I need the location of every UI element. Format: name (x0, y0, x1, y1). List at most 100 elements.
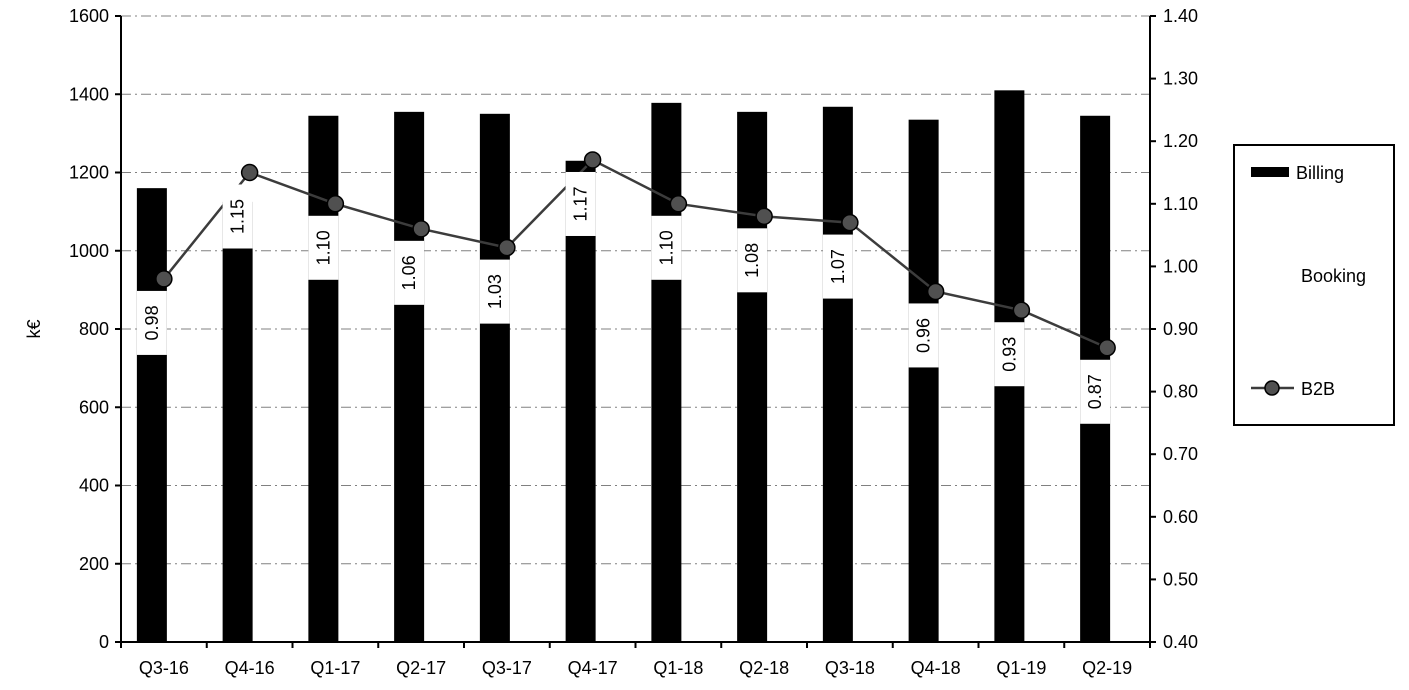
marker-b2b-Q3-16 (155, 270, 173, 288)
marker-b2b-Q1-19 (1012, 301, 1031, 319)
marker-b2b-Q4-17 (583, 151, 602, 169)
x-tick-label-Q2-19: Q2-19 (1082, 658, 1132, 678)
legend-label-booking: Booking (1301, 266, 1366, 286)
data-label-text: 0.96 (914, 318, 934, 353)
data-label-box (1080, 359, 1111, 424)
marker-b2b-Q4-18 (926, 282, 945, 301)
data-label-text: 1.07 (828, 249, 848, 284)
data-label-Q4-16: 1.15 (222, 184, 253, 249)
data-label-text: 1.08 (742, 243, 762, 278)
y2-tick-label: 0.80 (1163, 382, 1198, 402)
y2-tick-label: 0.90 (1163, 319, 1198, 339)
data-label-Q1-18: 1.10 (651, 215, 682, 280)
data-label-box (136, 290, 167, 355)
data-label-text: 0.98 (142, 305, 162, 340)
x-tick-label-Q4-16: Q4-16 (225, 658, 275, 678)
y-tick-label: 1400 (69, 84, 109, 104)
bar-billing-Q3-17 (479, 113, 510, 642)
x-tick-label-Q1-19: Q1-19 (996, 658, 1046, 678)
x-tick-label-Q4-17: Q4-17 (568, 658, 618, 678)
data-label-box (479, 259, 510, 324)
data-label-box (308, 215, 339, 280)
y-tick-label: 1600 (69, 6, 109, 26)
legend-label-b2b: B2B (1301, 379, 1335, 399)
bar-billing-Q4-18 (908, 119, 939, 642)
data-labels: 0.98 1.15 1.10 1.06 1.03 1.17 1.10 1.08 1.07 0.96… (136, 171, 1111, 424)
data-label-box (394, 240, 425, 305)
y2-tick-label: 1.10 (1163, 194, 1198, 214)
data-label-box (737, 228, 768, 293)
data-label-box (994, 322, 1025, 387)
axes: 0 200 400 600 800 1000 1200 1400 1600 0.40 0.50 0.6… (69, 6, 1198, 678)
data-label-Q1-17: 1.10 (308, 215, 339, 280)
bar-billing-Q3-18 (822, 106, 853, 642)
data-label-text: 1.03 (485, 274, 505, 309)
data-label-text: 1.17 (571, 186, 591, 221)
bar-billing-Q2-18 (737, 111, 768, 642)
x-tick-label-Q1-18: Q1-18 (653, 658, 703, 678)
data-label-box (222, 184, 253, 249)
legend-swatch-b2b-marker (1264, 380, 1280, 396)
bar-billing-Q4-17 (565, 160, 596, 642)
y-tick-label: 600 (79, 397, 109, 417)
x-tick-label-Q3-18: Q3-18 (825, 658, 875, 678)
data-label-text: 0.93 (999, 337, 1019, 372)
data-label-Q3-16: 0.98 (136, 290, 167, 355)
x-tick-label-Q2-18: Q2-18 (739, 658, 789, 678)
marker-b2b-Q4-16 (240, 163, 259, 182)
data-label-text: 1.15 (228, 199, 248, 234)
marker-b2b-Q1-18 (669, 195, 688, 213)
y-tick-label: 400 (79, 476, 109, 496)
y-tick-label: 800 (79, 319, 109, 339)
marker-b2b-Q2-17 (412, 220, 430, 238)
x-tick-label-Q4-18: Q4-18 (911, 658, 961, 678)
data-label-text: 1.10 (656, 230, 676, 265)
y2-tick-label: 1.40 (1163, 6, 1198, 26)
x-tick-label-Q1-17: Q1-17 (310, 658, 360, 678)
data-label-Q3-17: 1.03 (479, 259, 510, 324)
bar-billing-Q2-17 (394, 111, 425, 642)
bars (136, 90, 1111, 643)
marker-b2b-Q2-19 (1098, 339, 1116, 357)
legend-label-billing: Billing (1296, 163, 1344, 183)
y2-tick-label: 0.60 (1163, 507, 1198, 527)
data-label-box (565, 171, 596, 236)
marker-b2b-Q3-17 (498, 238, 516, 257)
data-label-Q3-18: 1.07 (822, 234, 853, 299)
y2-tick-label: 0.40 (1163, 632, 1198, 652)
data-label-Q2-19: 0.87 (1080, 359, 1111, 424)
legend-swatch-billing (1251, 167, 1289, 177)
y-tick-label: 1000 (69, 241, 109, 261)
data-label-box (822, 234, 853, 299)
x-tick-label-Q3-16: Q3-16 (139, 658, 189, 678)
x-tick-label-Q2-17: Q2-17 (396, 658, 446, 678)
series-line-b2b (162, 158, 1108, 349)
bar-billing-Q3-16 (136, 188, 167, 642)
data-label-box (908, 303, 939, 368)
y2-tick-label: 0.50 (1163, 569, 1198, 589)
marker-b2b-Q2-18 (755, 207, 773, 226)
data-label-text: 0.87 (1085, 374, 1105, 409)
data-label-Q4-18: 0.96 (908, 303, 939, 368)
marker-b2b-Q1-17 (326, 195, 345, 213)
data-label-Q4-17: 1.17 (565, 171, 596, 236)
legend-box (1233, 144, 1395, 426)
data-label-Q2-17: 1.06 (394, 240, 425, 305)
legend: Billing Booking B2B (1233, 144, 1395, 426)
bar-billing-Q4-16 (222, 201, 253, 642)
y2-tick-label: 1.30 (1163, 69, 1198, 89)
y-tick-label: 200 (79, 554, 109, 574)
data-label-box (651, 215, 682, 280)
b2b-line-group (155, 151, 1116, 357)
y2-tick-label: 1.20 (1163, 131, 1198, 151)
data-label-Q2-18: 1.08 (737, 228, 768, 293)
y-tick-label: 1200 (69, 163, 109, 183)
y-axis-label: k€ (24, 319, 44, 338)
y-tick-label: 0 (99, 632, 109, 652)
y2-tick-label: 1.00 (1163, 256, 1198, 276)
data-label-text: 1.06 (399, 255, 419, 290)
bar-billing-Q1-18 (651, 102, 682, 643)
data-label-text: 1.10 (313, 230, 333, 265)
data-label-Q1-19: 0.93 (994, 322, 1025, 387)
